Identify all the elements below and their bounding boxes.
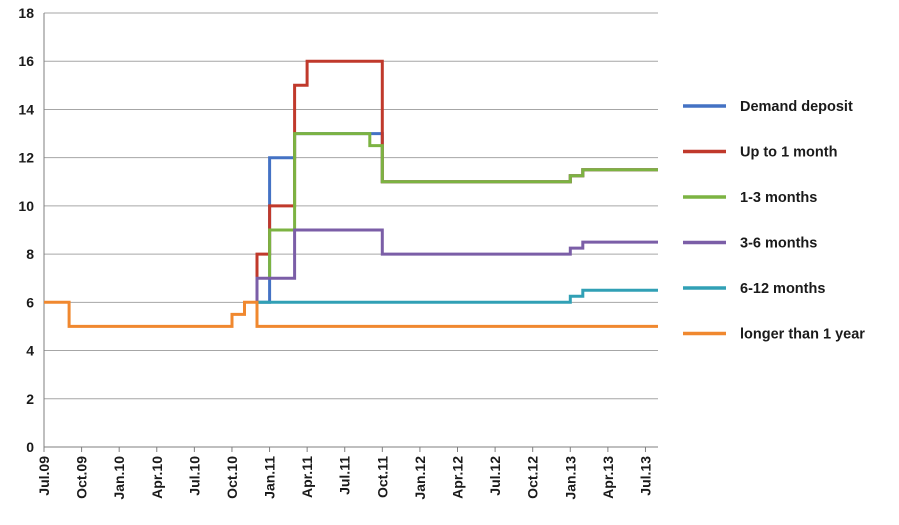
x-tick-label: Oct.10 — [224, 456, 240, 499]
x-tick-label: Oct.12 — [525, 456, 541, 499]
legend-label: Up to 1 month — [740, 145, 837, 161]
y-tick-label: 10 — [18, 198, 34, 214]
y-tick-label: 6 — [26, 294, 34, 310]
x-tick-label: Oct.11 — [374, 456, 390, 498]
legend-label: 6-12 months — [740, 281, 825, 297]
x-tick-label: Apr.12 — [450, 456, 466, 499]
y-axis-tick-labels: 0 2 4 6 8 10 12 14 16 18 — [18, 5, 34, 455]
x-tick-label: Jul.11 — [337, 456, 353, 495]
legend: Demand deposit Up to 1 month 1-3 months 3-6… — [683, 99, 865, 343]
series-line-5 — [44, 300, 658, 328]
series-line-2 — [268, 132, 658, 279]
x-tick-label: Jan.13 — [562, 456, 578, 500]
x-tick-label: Jul.13 — [637, 456, 653, 496]
x-tick-label: Jan.10 — [111, 456, 127, 500]
legend-label: longer than 1 year — [740, 327, 865, 343]
y-tick-label: 0 — [26, 439, 34, 455]
legend-label: Demand deposit — [740, 99, 853, 115]
axes — [43, 13, 658, 452]
series-line-4 — [257, 288, 658, 304]
x-tick-label: Oct.09 — [74, 456, 90, 499]
y-tick-label: 12 — [18, 150, 34, 166]
x-tick-label: Apr.11 — [299, 456, 315, 498]
y-tick-label: 8 — [26, 246, 34, 262]
series-lines — [44, 59, 658, 328]
x-tick-label: Jan.11 — [262, 456, 278, 499]
series-line-0 — [257, 132, 658, 304]
x-tick-label: Jul.10 — [186, 456, 202, 496]
x-tick-label: Apr.13 — [600, 456, 616, 499]
y-tick-label: 18 — [18, 5, 34, 21]
legend-label: 3-6 months — [740, 236, 817, 252]
x-tick-label: Jul.12 — [487, 456, 503, 496]
x-axis-tick-labels: Jul.09 Oct.09 Jan.10 Apr.10 Jul.10 Oct.10 Jan.… — [36, 456, 653, 500]
y-tick-label: 2 — [26, 391, 34, 407]
y-tick-label: 14 — [18, 101, 34, 117]
y-tick-label: 16 — [18, 53, 34, 69]
x-tick-label: Apr.10 — [149, 456, 165, 499]
legend-label: 1-3 months — [740, 190, 817, 206]
x-tick-label: Jan.12 — [412, 456, 428, 500]
x-tick-label: Jul.09 — [36, 456, 52, 496]
y-tick-label: 4 — [26, 343, 34, 359]
series-line-3 — [255, 228, 658, 303]
